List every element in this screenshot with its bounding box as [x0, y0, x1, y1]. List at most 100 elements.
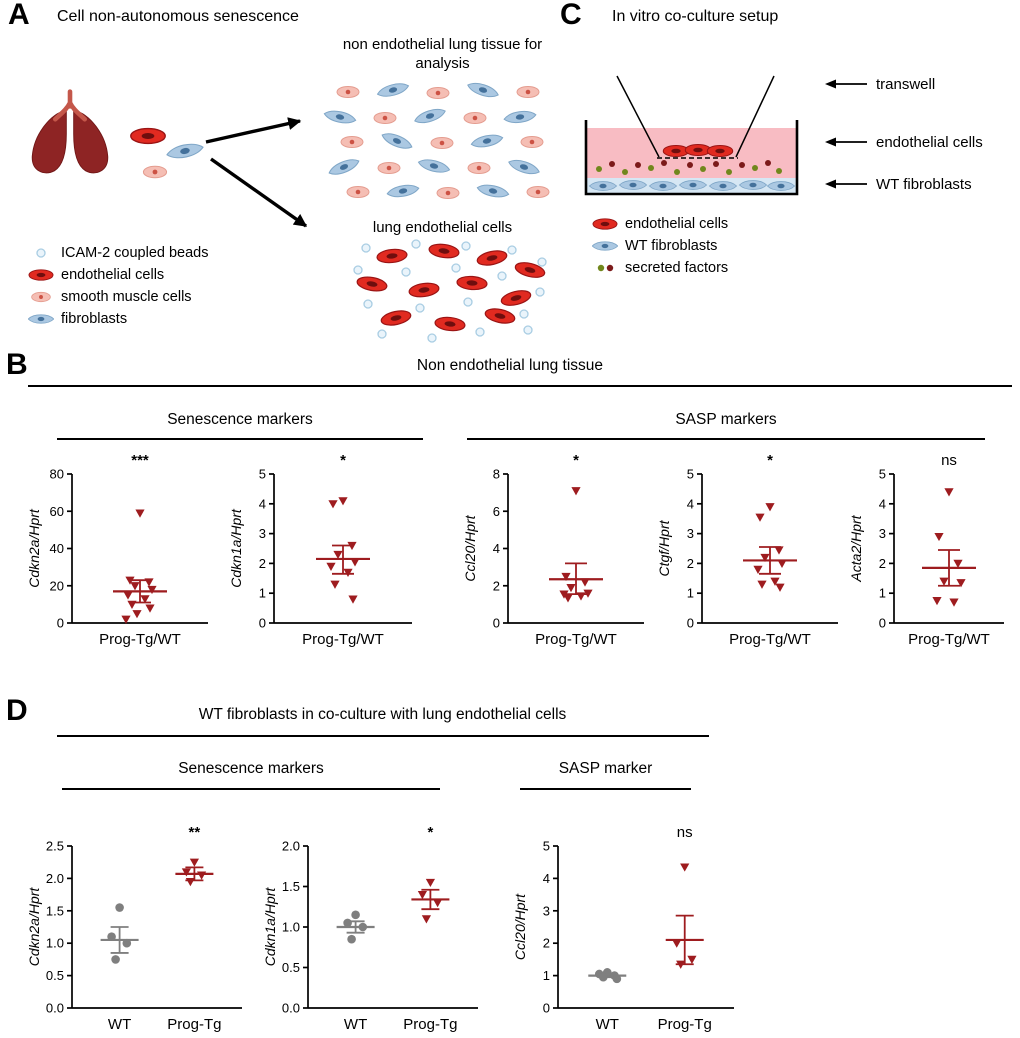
senescence-markers-rule-d: [62, 788, 440, 790]
svg-text:2: 2: [879, 556, 886, 571]
panel-a-illustration: [31, 79, 550, 343]
bead-icon: [36, 248, 46, 258]
chart-d-ccl20: 0 1 2 3 4 5 Ccl20/Hprt WT Prog-Tg ns: [512, 820, 744, 1038]
endothelial-cells-illustration: [353, 239, 547, 343]
chart-b-cdkn1a: 0 1 2 3 4 5 Cdkn1a/Hprt Prog-Tg/WT *: [228, 448, 422, 653]
legend-item-wt-fibroblasts: WT fibroblasts: [592, 235, 728, 257]
flow-arrows: [205, 117, 308, 228]
svg-text:Cdkn2a/Hprt: Cdkn2a/Hprt: [26, 887, 42, 967]
svg-text:4: 4: [879, 496, 886, 511]
left-arrow-icon: [825, 137, 867, 147]
transwell-insert: [616, 75, 775, 159]
senescence-markers-header-b: Senescence markers: [167, 411, 313, 428]
panel-a-legend: ICAM-2 coupled beads endothelial cells s…: [28, 242, 209, 330]
svg-text:3: 3: [687, 526, 694, 541]
panel-c-title: In vitro co-culture setup: [612, 8, 779, 25]
panel-d-label: D: [6, 694, 28, 727]
svg-text:2: 2: [493, 578, 500, 593]
coculture-diagram: [584, 75, 799, 196]
svg-text:Prog-Tg/WT: Prog-Tg/WT: [908, 631, 990, 648]
svg-text:0: 0: [57, 616, 64, 631]
sasp-marker-header-d: SASP marker: [558, 760, 653, 777]
legend-item-fibroblast: fibroblasts: [28, 308, 209, 330]
secreted-factors-icon: [597, 264, 614, 272]
panel-b-rule: [28, 385, 1012, 387]
svg-text:2: 2: [543, 936, 550, 951]
svg-text:2: 2: [687, 556, 694, 571]
svg-text:Ctgf/Hprt: Ctgf/Hprt: [656, 519, 672, 576]
callout-transwell: transwell: [822, 75, 935, 93]
dish-outline: [584, 120, 799, 196]
svg-text:WT: WT: [596, 1016, 619, 1033]
svg-text:0: 0: [543, 1001, 550, 1016]
svg-text:4: 4: [259, 496, 266, 511]
svg-text:0.0: 0.0: [46, 1001, 64, 1016]
senescence-markers-rule-b: [57, 438, 423, 440]
panel-a-label: A: [8, 0, 30, 31]
endothelial-layer: [662, 143, 734, 158]
svg-text:*: *: [767, 452, 773, 469]
svg-text:Ccl20/Hprt: Ccl20/Hprt: [512, 893, 528, 960]
svg-text:4: 4: [543, 871, 550, 886]
sasp-marker-rule-d: [520, 788, 691, 790]
svg-text:8: 8: [493, 467, 500, 482]
svg-text:Prog-Tg/WT: Prog-Tg/WT: [99, 631, 181, 648]
svg-text:80: 80: [50, 467, 64, 482]
tissue-cells-illustration: [322, 79, 550, 200]
fibroblast-icon: [28, 314, 54, 324]
svg-text:5: 5: [879, 467, 886, 482]
svg-text:0: 0: [879, 616, 886, 631]
svg-text:WT: WT: [108, 1016, 131, 1033]
svg-text:Prog-Tg/WT: Prog-Tg/WT: [302, 631, 384, 648]
svg-text:5: 5: [687, 467, 694, 482]
svg-text:Prog-Tg/WT: Prog-Tg/WT: [729, 631, 811, 648]
svg-text:ns: ns: [677, 824, 693, 841]
senescence-markers-header-d: Senescence markers: [178, 760, 324, 777]
svg-text:3: 3: [543, 903, 550, 918]
svg-text:2.5: 2.5: [46, 839, 64, 854]
panel-c-legend: endothelial cells WT fibroblasts secrete…: [592, 213, 728, 279]
svg-text:0.5: 0.5: [46, 968, 64, 983]
secreted-factors-dots: [596, 160, 782, 175]
legend-item-secreted-factors: secreted factors: [592, 257, 728, 279]
endothelial-cell-icon: [592, 218, 618, 230]
svg-text:Ccl20/Hprt: Ccl20/Hprt: [462, 514, 478, 581]
callout-endothelial-cells: endothelial cells: [822, 133, 983, 151]
svg-text:**: **: [189, 824, 201, 841]
legend-item-smooth-muscle: smooth muscle cells: [28, 286, 209, 308]
chart-b-ctgf: 0 1 2 3 4 5 Ctgf/Hprt Prog-Tg/WT *: [656, 448, 848, 653]
endothelial-cell-icon: [28, 269, 54, 281]
svg-text:Prog-Tg: Prog-Tg: [403, 1016, 457, 1033]
svg-text:1: 1: [687, 586, 694, 601]
svg-text:1: 1: [259, 586, 266, 601]
svg-text:Cdkn2a/Hprt: Cdkn2a/Hprt: [26, 508, 42, 588]
svg-text:3: 3: [879, 526, 886, 541]
svg-text:Prog-Tg: Prog-Tg: [167, 1016, 221, 1033]
smooth-muscle-cell-icon: [31, 291, 51, 303]
callout-wt-fibroblasts: WT fibroblasts: [822, 175, 972, 193]
endothelial-caption: lung endothelial cells: [372, 219, 513, 236]
source-cells-illustration: [130, 127, 205, 179]
panel-b-label: B: [6, 348, 28, 381]
svg-text:1: 1: [879, 586, 886, 601]
svg-text:20: 20: [50, 578, 64, 593]
svg-text:0.0: 0.0: [282, 1001, 300, 1016]
svg-text:0: 0: [687, 616, 694, 631]
svg-text:*: *: [427, 824, 433, 841]
svg-text:ns: ns: [941, 452, 957, 469]
svg-text:Prog-Tg: Prog-Tg: [658, 1016, 712, 1033]
legend-item-beads: ICAM-2 coupled beads: [28, 242, 209, 264]
svg-text:*: *: [340, 452, 346, 469]
left-arrow-icon: [825, 179, 867, 189]
svg-text:0: 0: [493, 616, 500, 631]
fibroblast-icon: [592, 241, 618, 251]
svg-text:3: 3: [259, 526, 266, 541]
sasp-markers-rule-b: [467, 438, 985, 440]
legend-item-endothelial: endothelial cells: [28, 264, 209, 286]
panel-d-rule: [57, 735, 709, 737]
svg-text:40: 40: [50, 541, 64, 556]
left-arrow-icon: [825, 79, 867, 89]
svg-text:Prog-Tg/WT: Prog-Tg/WT: [535, 631, 617, 648]
sasp-markers-header-b: SASP markers: [675, 411, 777, 428]
